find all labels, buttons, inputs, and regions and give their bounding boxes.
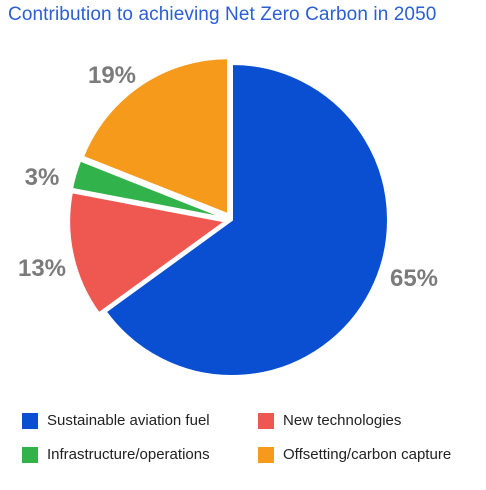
data-label-offsetting-carbon-capture: 19% xyxy=(88,62,136,89)
legend-label: Offsetting/carbon capture xyxy=(283,446,452,463)
legend-label: Infrastructure/operations xyxy=(47,446,210,463)
legend-swatch xyxy=(258,412,274,429)
legend-item-new-technologies: New technologies xyxy=(258,412,478,429)
legend-item-offsetting-carbon-capture: Offsetting/carbon capture xyxy=(258,446,478,463)
legend-swatch xyxy=(258,446,274,463)
data-label-infrastructure-operations: 3% xyxy=(25,164,60,191)
legend-label: Sustainable aviation fuel xyxy=(47,412,210,429)
chart-legend: Sustainable aviation fuel New technologi… xyxy=(22,412,482,463)
data-label-sustainable-aviation-fuel: 65% xyxy=(390,265,438,292)
chart-title: Contribution to achieving Net Zero Carbo… xyxy=(8,4,437,25)
pie-chart: 65% 13% 3% 19% xyxy=(18,57,438,377)
legend-item-infrastructure-operations: Infrastructure/operations xyxy=(22,446,258,463)
pie-slice-new-technologies xyxy=(68,191,228,315)
data-label-new-technologies: 13% xyxy=(18,255,66,282)
legend-item-sustainable-aviation-fuel: Sustainable aviation fuel xyxy=(22,412,258,429)
legend-swatch xyxy=(22,412,38,429)
pie-slice-sustainable-aviation-fuel xyxy=(104,62,389,377)
pie-slice-offsetting-carbon-capture xyxy=(81,57,230,216)
legend-label: New technologies xyxy=(283,412,402,429)
pie-slice-infrastructure-operations xyxy=(70,159,226,220)
legend-swatch xyxy=(22,446,38,463)
